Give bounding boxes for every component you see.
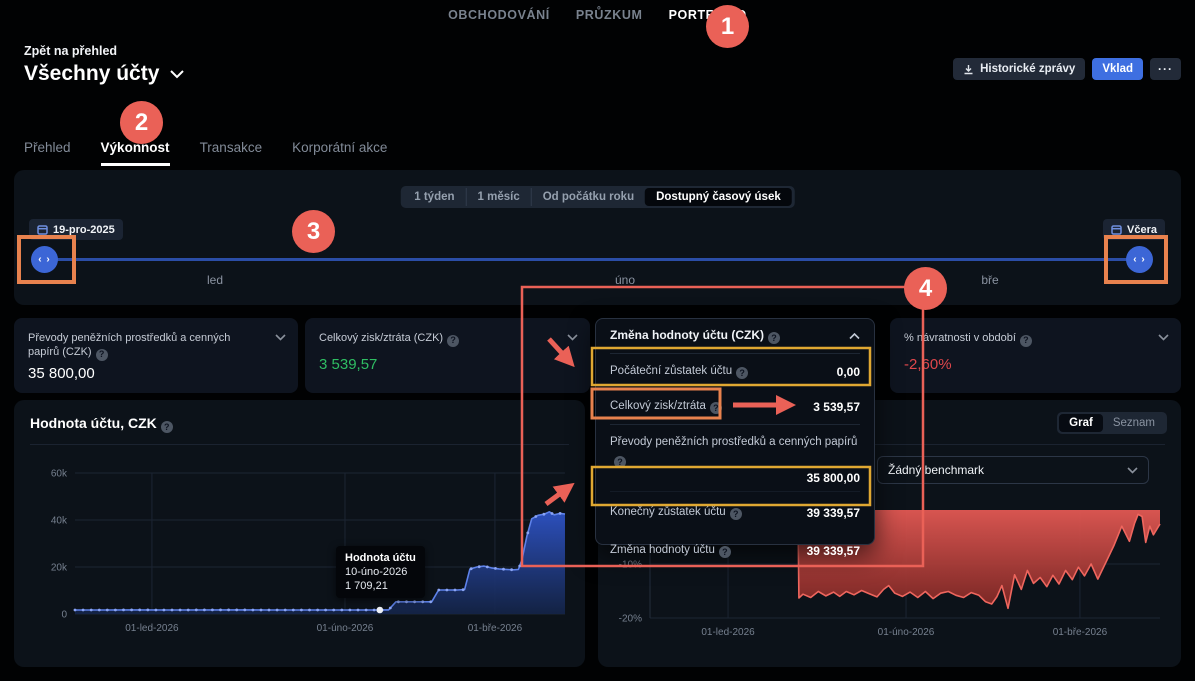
help-icon[interactable]: ? xyxy=(447,334,460,347)
card-total-pnl[interactable]: Celkový zisk/ztráta (CZK)? 3 539,57 xyxy=(305,318,590,393)
row-starting-balance: Počáteční zůstatek účtu? 0,00 xyxy=(610,365,860,379)
help-icon[interactable]: ? xyxy=(736,367,749,379)
chevron-down-icon[interactable] xyxy=(275,334,286,341)
more-actions-button[interactable]: ··· xyxy=(1150,58,1181,80)
month-label-feb: úno xyxy=(614,273,636,287)
month-label-mar: bře xyxy=(981,273,999,287)
svg-text:01-úno-2026: 01-úno-2026 xyxy=(878,627,935,638)
date-range-track[interactable] xyxy=(40,258,1150,261)
svg-text:40k: 40k xyxy=(51,516,68,527)
svg-text:20k: 20k xyxy=(51,563,68,574)
tab-overview[interactable]: Přehled xyxy=(24,140,71,155)
toggle-graph[interactable]: Graf xyxy=(1059,414,1103,432)
header-actions: Historické zprávy Vklad ··· xyxy=(953,58,1181,80)
row-total-pnl: Celkový zisk/ztráta? 3 539,57 xyxy=(610,390,860,425)
chart-view-toggle: Graf Seznam xyxy=(1057,412,1167,434)
tab-corporate-actions[interactable]: Korporátní akce xyxy=(292,140,388,155)
help-icon[interactable]: ? xyxy=(95,349,108,362)
step-2-badge: 2 xyxy=(120,101,163,144)
date-range-panel: 1 týden 1 měsíc Od počátku roku Dostupný… xyxy=(14,170,1181,305)
timeline-month-labels: led úno bře xyxy=(14,273,1181,291)
help-icon[interactable]: ? xyxy=(767,332,780,344)
row-account-value-change: Změna hodnoty účtu? 39 339,57 xyxy=(610,544,860,558)
card-total-pnl-value: 3 539,57 xyxy=(319,355,378,373)
help-icon[interactable]: ? xyxy=(709,402,722,414)
period-1-week[interactable]: 1 týden xyxy=(414,191,455,203)
divider xyxy=(30,444,569,445)
start-date-label: 19-pro-2025 xyxy=(53,223,115,236)
range-end-handle[interactable]: ‹ › xyxy=(1126,246,1153,273)
end-date-chip[interactable]: Včera xyxy=(1103,219,1165,240)
deposit-button[interactable]: Vklad xyxy=(1092,58,1143,80)
account-value-chart-title: Hodnota účtu, CZK? xyxy=(30,415,173,433)
chevron-up-icon[interactable] xyxy=(849,332,860,340)
calendar-icon xyxy=(37,225,48,235)
period-max-range[interactable]: Dostupný časový úsek xyxy=(645,188,792,206)
card-return-pct[interactable]: % návratnosti v období? -2,60% xyxy=(890,318,1181,393)
card-transfers-value: 35 800,00 xyxy=(28,365,95,383)
change-panel-title: Změna hodnoty účtu (CZK)? xyxy=(610,328,849,344)
svg-text:01-bře-2026: 01-bře-2026 xyxy=(468,623,523,634)
calendar-icon xyxy=(1111,225,1122,235)
svg-text:01-bře-2026: 01-bře-2026 xyxy=(1053,627,1108,638)
section-tabs: Přehled Výkonnost Transakce Korporátní a… xyxy=(24,140,387,166)
back-to-overview-link[interactable]: Zpět na přehled xyxy=(24,44,118,58)
tooltip-title: Hodnota účtu xyxy=(345,552,416,564)
row-ending-balance: Konečný zůstatek účtu? 39 339,57 xyxy=(610,505,860,520)
tab-performance[interactable]: Výkonnost xyxy=(100,140,170,166)
nav-item-portfolio[interactable]: PORTFOLIO xyxy=(668,8,747,22)
period-ytd[interactable]: Od počátku roku xyxy=(530,188,645,206)
period-selector: 1 týden 1 měsíc Od počátku roku Dostupný… xyxy=(400,186,795,208)
svg-text:01-úno-2026: 01-úno-2026 xyxy=(317,623,374,634)
card-return-pct-title: % návratnosti v období? xyxy=(904,331,1167,347)
chevron-down-icon[interactable] xyxy=(567,334,578,341)
nav-item-research[interactable]: PRŮZKUM xyxy=(575,8,643,22)
card-total-pnl-title: Celkový zisk/ztráta (CZK)? xyxy=(319,331,576,347)
help-icon[interactable]: ? xyxy=(614,456,626,468)
top-navigation: OBCHODOVÁNÍ PRŮZKUM PORTFOLIO xyxy=(0,0,1195,30)
tab-transactions[interactable]: Transakce xyxy=(199,140,263,155)
svg-text:-20%: -20% xyxy=(619,614,642,625)
row-transfers: Převody peněžních prostředků a cenných p… xyxy=(610,425,860,492)
card-transfers[interactable]: Převody peněžních prostředků a cenných p… xyxy=(14,318,298,393)
account-value-change-panel: Změna hodnoty účtu (CZK)? Počáteční zůst… xyxy=(595,318,875,558)
svg-text:0: 0 xyxy=(61,610,67,621)
help-icon[interactable]: ? xyxy=(729,507,742,520)
month-label-jan: led xyxy=(206,273,224,287)
change-panel-header[interactable]: Změna hodnoty účtu (CZK)? xyxy=(610,319,860,354)
historical-reports-label: Historické zprávy xyxy=(980,63,1076,75)
account-selector-label: Všechny účty xyxy=(24,62,160,85)
period-1-month[interactable]: 1 měsíc xyxy=(465,188,531,206)
card-transfers-title: Převody peněžních prostředků a cenných p… xyxy=(28,332,231,362)
card-return-pct-value: -2,60% xyxy=(904,355,952,373)
toggle-list[interactable]: Seznam xyxy=(1112,417,1155,429)
chart-tooltip: Hodnota účtu 10-úno-2026 1 709,21 xyxy=(336,546,425,598)
account-selector[interactable]: Všechny účty xyxy=(24,62,185,86)
tooltip-value: 1 709,21 xyxy=(345,580,388,592)
account-value-chart-card: Hodnota účtu, CZK? 0 20k 40k 60k 01-led-2026… xyxy=(14,400,585,667)
help-icon[interactable]: ? xyxy=(1019,334,1032,347)
end-date-label: Včera xyxy=(1127,223,1157,236)
start-date-chip[interactable]: 19-pro-2025 xyxy=(29,219,123,240)
help-icon[interactable]: ? xyxy=(718,546,731,558)
chevron-down-icon[interactable] xyxy=(1158,334,1169,341)
svg-text:60k: 60k xyxy=(51,469,68,480)
tooltip-date: 10-úno-2026 xyxy=(345,566,408,578)
account-value-chart[interactable]: 0 20k 40k 60k 01-led-2026 01-úno-2026 01-bře-2… xyxy=(14,400,585,667)
svg-text:01-led-2026: 01-led-2026 xyxy=(125,623,179,634)
help-icon[interactable]: ? xyxy=(160,421,173,433)
chevron-down-icon xyxy=(1127,466,1138,474)
range-start-handle[interactable]: ‹ › xyxy=(31,246,58,273)
chevron-down-icon xyxy=(170,70,185,79)
download-icon xyxy=(964,64,973,74)
nav-item-trading[interactable]: OBCHODOVÁNÍ xyxy=(448,8,550,22)
historical-reports-button[interactable]: Historické zprávy xyxy=(953,58,1086,80)
svg-text:01-led-2026: 01-led-2026 xyxy=(701,627,755,638)
